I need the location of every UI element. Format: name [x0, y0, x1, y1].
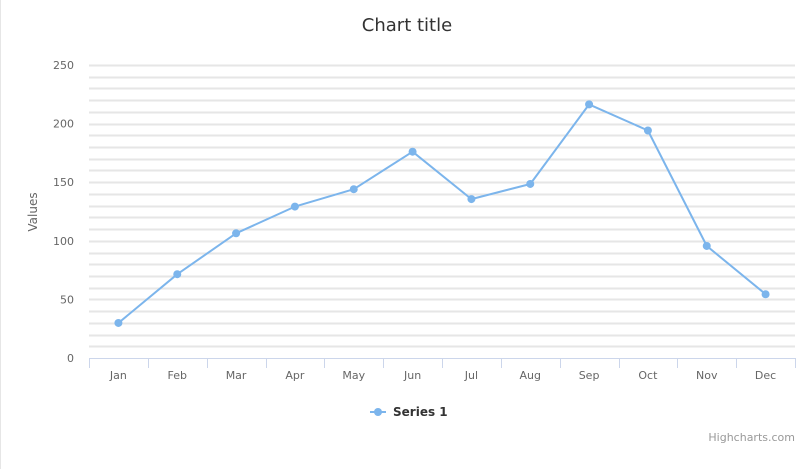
data-point[interactable]: [761, 290, 770, 299]
x-tick-label: Apr: [285, 369, 305, 382]
data-point[interactable]: [349, 185, 358, 194]
data-point[interactable]: [290, 202, 299, 211]
x-tick-label: Jul: [464, 369, 478, 382]
data-point[interactable]: [585, 100, 594, 109]
legend-marker: [374, 408, 382, 416]
data-point[interactable]: [114, 318, 123, 327]
x-tick-label: Sep: [579, 369, 600, 382]
x-axis: [89, 358, 796, 368]
series-layer: [114, 100, 770, 327]
y-tick-label: 0: [67, 352, 74, 365]
x-tick-label: Oct: [638, 369, 658, 382]
data-point[interactable]: [232, 229, 241, 238]
x-tick-label: Nov: [696, 369, 718, 382]
credits-link[interactable]: Highcharts.com: [708, 431, 795, 444]
y-tick-label: 50: [60, 293, 74, 306]
x-tick-label: Aug: [520, 369, 541, 382]
series-line: [117, 103, 767, 324]
legend[interactable]: Series 1: [370, 405, 448, 419]
y-tick-label: 150: [53, 176, 74, 189]
y-axis-label: Values: [26, 192, 40, 231]
data-point[interactable]: [408, 147, 417, 156]
x-tick-label: Mar: [226, 369, 247, 382]
x-tick-label: Feb: [168, 369, 187, 382]
y-tick-label: 100: [53, 235, 74, 248]
data-point[interactable]: [702, 241, 711, 250]
data-point[interactable]: [173, 270, 182, 279]
x-tick-label: Jun: [403, 369, 421, 382]
legend-item-label[interactable]: Series 1: [393, 405, 448, 419]
data-point[interactable]: [643, 126, 652, 135]
y-tick-label: 200: [53, 118, 74, 131]
data-point[interactable]: [526, 179, 535, 188]
y-tick-label: 250: [53, 59, 74, 72]
x-tick-label: Dec: [755, 369, 776, 382]
chart-title: Chart title: [362, 15, 452, 36]
x-tick-label: Jan: [109, 369, 127, 382]
y-axis-ticks: 0 50 100 150 200 250: [53, 59, 74, 365]
x-axis-ticks: Jan Feb Mar Apr May Jun Jul Aug Sep Oct Nov Dec: [109, 369, 776, 382]
x-tick-label: May: [342, 369, 365, 382]
data-point[interactable]: [467, 195, 476, 204]
gridlines: [89, 64, 795, 348]
